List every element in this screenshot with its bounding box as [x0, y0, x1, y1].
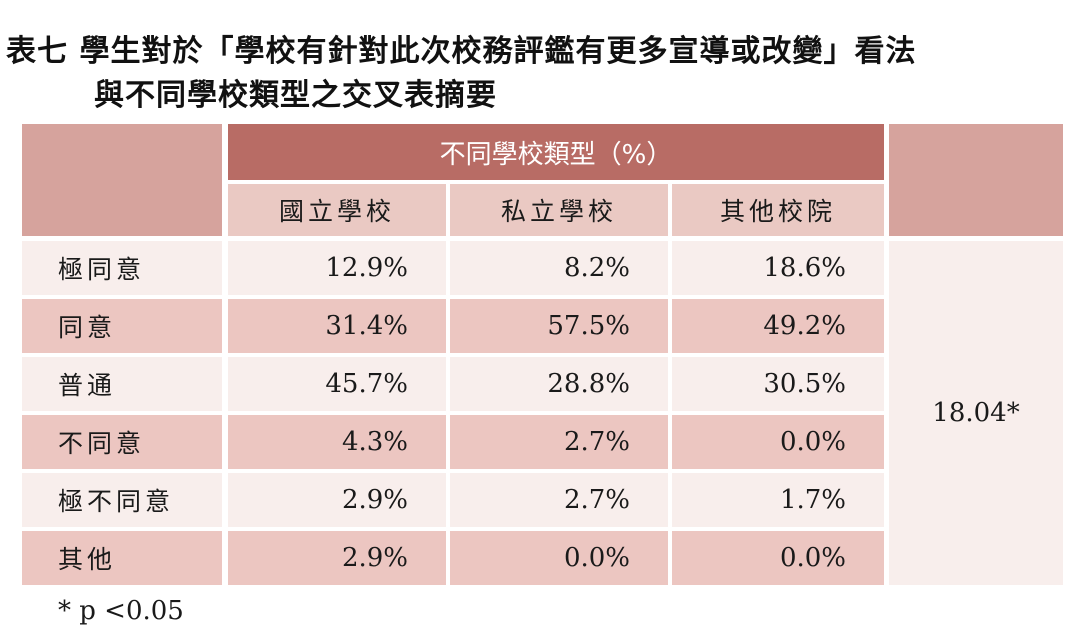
header-corner — [22, 124, 222, 236]
group-header: 不同學校類型（%） — [228, 124, 884, 180]
table-title-line-1: 表七 學生對於「學校有針對此次校務評鑑有更多宣導或改變」看法 — [6, 34, 917, 69]
table-cell: 2.9% — [228, 531, 446, 585]
table-cell: 1.7% — [672, 473, 884, 527]
table-cell: 0.0% — [672, 531, 884, 585]
table-title-line-2: 與不同學校類型之交叉表摘要 — [94, 78, 497, 113]
table-cell: 30.5% — [672, 357, 884, 411]
table-cell: 45.7% — [228, 357, 446, 411]
row-label: 極同意 — [22, 241, 222, 295]
footnote: * p <0.05 — [58, 596, 184, 626]
table-cell: 2.7% — [450, 415, 668, 469]
table-cell: 0.0% — [450, 531, 668, 585]
table-cell: 8.2% — [450, 241, 668, 295]
column-header-national: 國立學校 — [228, 184, 446, 236]
row-label: 極不同意 — [22, 473, 222, 527]
column-header-other: 其他校院 — [672, 184, 884, 236]
row-label: 普通 — [22, 357, 222, 411]
table-cell: 18.6% — [672, 241, 884, 295]
table-cell: 49.2% — [672, 299, 884, 353]
table-cell: 31.4% — [228, 299, 446, 353]
table-cell: 57.5% — [450, 299, 668, 353]
table-cell: 4.3% — [228, 415, 446, 469]
column-header-private: 私立學校 — [450, 184, 668, 236]
header-right-corner — [889, 124, 1063, 236]
table-cell: 2.9% — [228, 473, 446, 527]
chi-square-value: 18.04* — [889, 241, 1063, 585]
row-label: 不同意 — [22, 415, 222, 469]
row-label: 其他 — [22, 531, 222, 585]
table-cell: 12.9% — [228, 241, 446, 295]
table-cell: 0.0% — [672, 415, 884, 469]
table-cell: 2.7% — [450, 473, 668, 527]
row-label: 同意 — [22, 299, 222, 353]
table-cell: 28.8% — [450, 357, 668, 411]
